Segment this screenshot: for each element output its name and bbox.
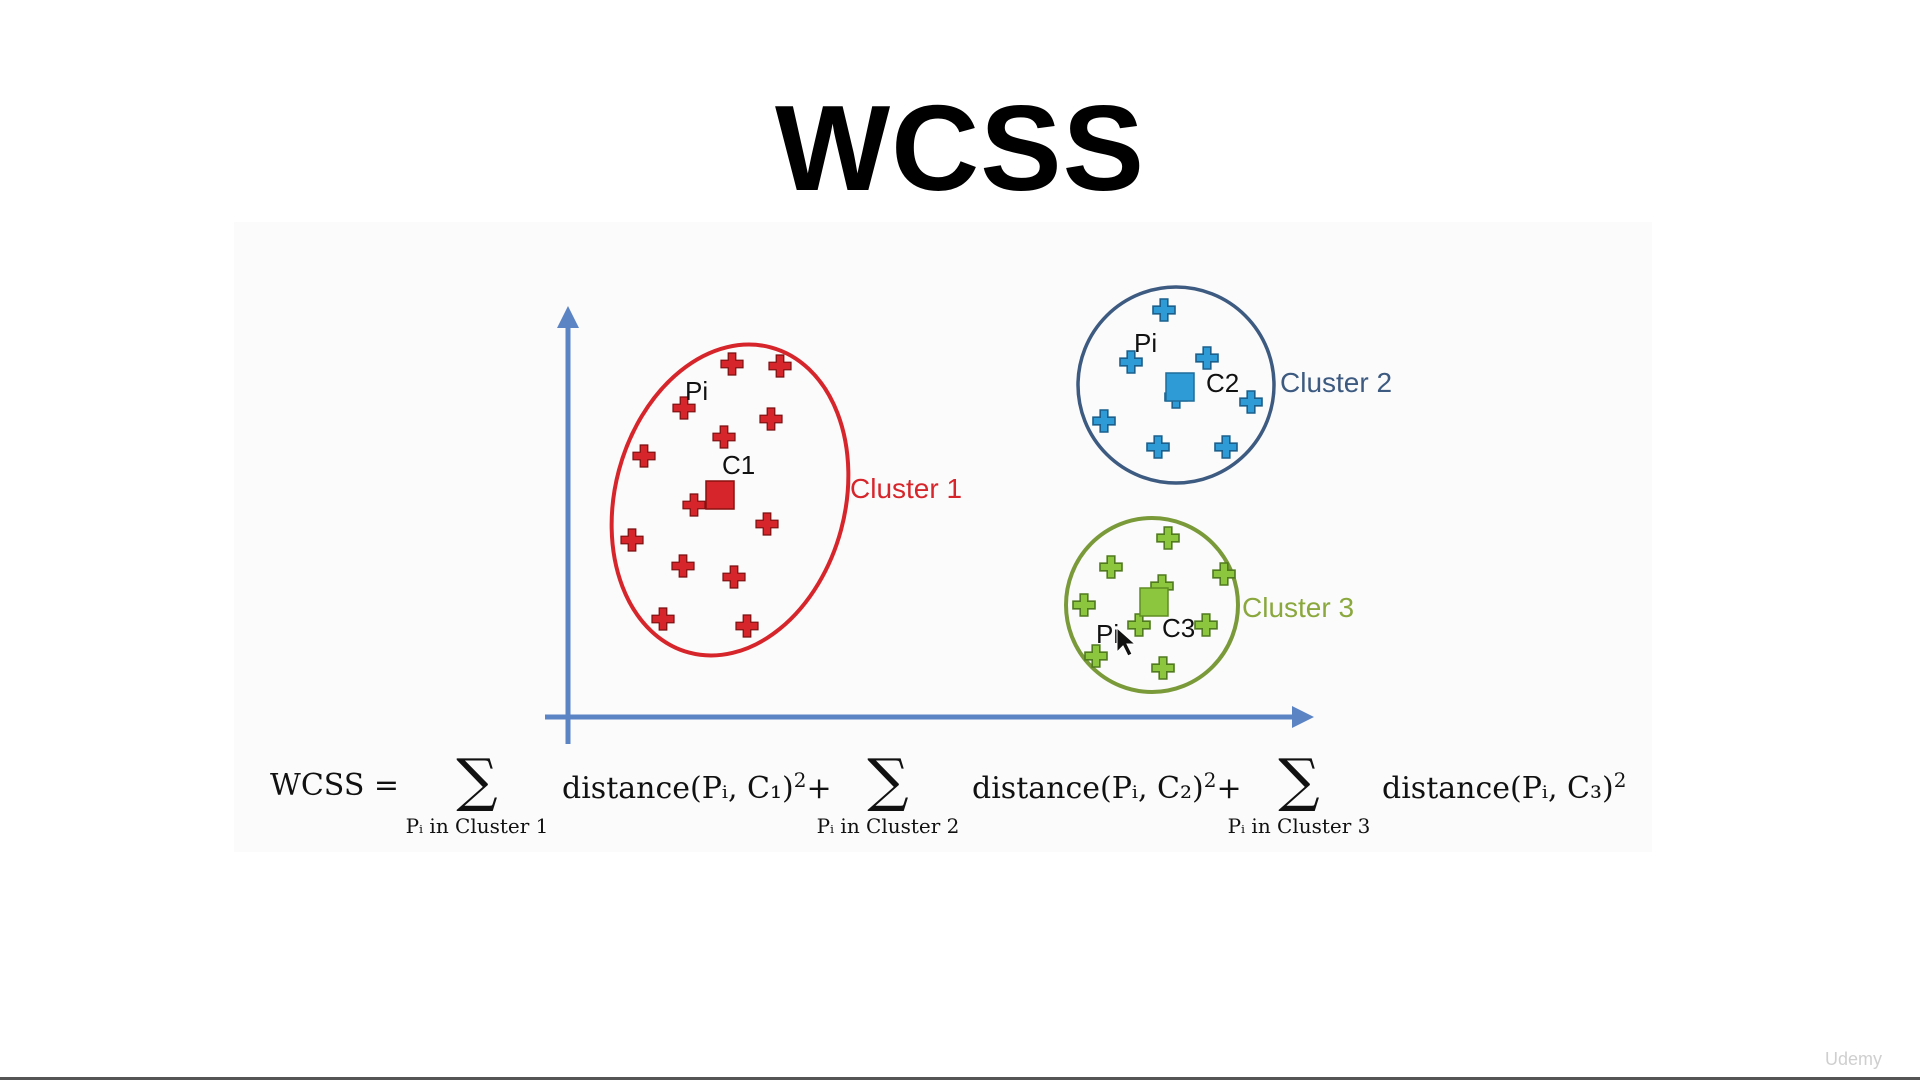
cluster-1-data-point — [620, 528, 644, 552]
sigma-symbol: ∑ — [456, 746, 498, 814]
cluster-1-data-point — [632, 444, 656, 468]
cluster-1-data-point — [712, 425, 736, 449]
cluster-1-data-point — [722, 565, 746, 589]
cluster-1-data-point — [682, 493, 706, 517]
cluster-1-data-point — [720, 352, 744, 376]
cluster-3-data-point — [1127, 613, 1151, 637]
points-layer — [620, 298, 1263, 680]
distance-term-2: distance(Pᵢ, C₂)2+ — [972, 768, 1242, 806]
cluster-2-data-point — [1146, 435, 1170, 459]
cluster-2-data-point — [1239, 390, 1263, 414]
cluster-1-data-point — [671, 554, 695, 578]
distance-term-3: distance(Pᵢ, C₃)2 — [1382, 768, 1627, 806]
udemy-watermark: Udemy — [1824, 1049, 1882, 1069]
cluster-3-data-point — [1099, 555, 1123, 579]
sigma-group-2: ∑ Pᵢ in Cluster 2 — [803, 751, 973, 838]
sigma-group-1: ∑ Pᵢ in Cluster 1 — [392, 751, 562, 838]
sigma-symbol: ∑ — [1278, 746, 1320, 814]
cluster-1-data-point — [672, 396, 696, 420]
cluster-3-data-point — [1194, 613, 1218, 637]
cluster-3-data-point — [1212, 562, 1236, 586]
cluster-1-data-point — [759, 407, 783, 431]
slide-title: WCSS — [775, 80, 1145, 216]
cluster-2-name: Cluster 2 — [1280, 367, 1392, 398]
bottom-border — [0, 1077, 1920, 1080]
cluster-2-data-point — [1195, 346, 1219, 370]
centroid-3-marker — [1139, 587, 1169, 617]
sigma-symbol: ∑ — [867, 746, 909, 814]
cluster-1-name: Cluster 1 — [850, 473, 962, 504]
cluster-2-centroid-label: C2 — [1206, 368, 1239, 398]
formula-lhs: WCSS = — [270, 768, 400, 803]
cluster-2-data-point — [1119, 350, 1143, 374]
mouse-cursor-icon — [1116, 626, 1137, 657]
sigma-subscript-2: Pᵢ in Cluster 2 — [816, 814, 960, 838]
cluster-3-data-point — [1151, 656, 1175, 680]
cluster-1-boundary — [609, 342, 851, 658]
cluster-3-centroid-label: C3 — [1162, 613, 1195, 643]
wcss-formula: WCSS = ∑ Pᵢ in Cluster 1 distance(Pᵢ, C₁… — [262, 751, 1662, 860]
cluster-1-data-point — [651, 607, 675, 631]
sigma-group-3: ∑ Pᵢ in Cluster 3 — [1214, 751, 1384, 838]
cluster-2-data-point — [1152, 298, 1176, 322]
cluster-3-name: Cluster 3 — [1242, 592, 1354, 623]
sigma-subscript-3: Pᵢ in Cluster 3 — [1227, 814, 1371, 838]
cluster-2-boundary — [1076, 285, 1276, 485]
cluster-3-data-point — [1156, 526, 1180, 550]
figure-panel — [234, 222, 1652, 852]
cluster-1-data-point — [735, 614, 759, 638]
cluster-1-data-point — [768, 354, 792, 378]
cluster-1-centroid-label: C1 — [722, 450, 755, 480]
cluster-3-data-point — [1072, 593, 1096, 617]
cluster-3-data-point — [1084, 644, 1108, 668]
y-axis — [557, 306, 579, 744]
centroid-2-marker — [1165, 372, 1195, 402]
distance-term-1: distance(Pᵢ, C₁)2+ — [562, 768, 832, 806]
cluster-3-boundary — [1064, 516, 1240, 694]
centroid-1-marker — [705, 480, 735, 510]
cluster-3-point-label: Pi — [1096, 619, 1119, 649]
cluster-1-data-point — [755, 512, 779, 536]
cluster-2-point-label: Pi — [1134, 328, 1157, 358]
cluster-2-data-point — [1092, 409, 1116, 433]
cluster-1-point-label: Pi — [685, 376, 708, 406]
x-axis — [545, 706, 1314, 728]
sigma-subscript-1: Pᵢ in Cluster 1 — [405, 814, 549, 838]
cluster-2-data-point — [1214, 435, 1238, 459]
